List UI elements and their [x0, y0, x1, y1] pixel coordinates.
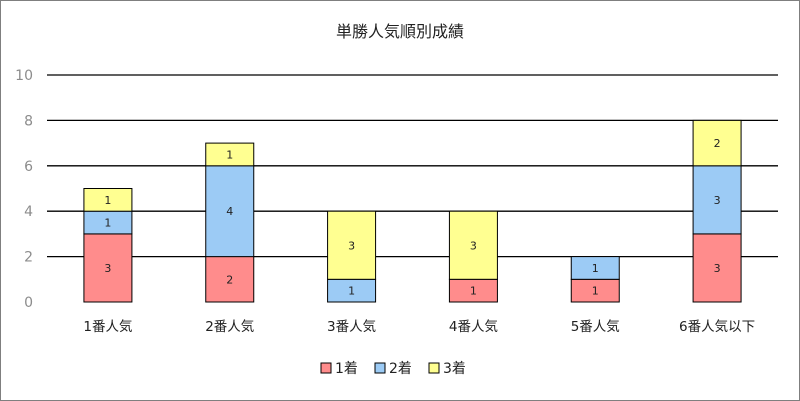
data-label: 1	[104, 217, 111, 230]
data-label: 1	[592, 285, 599, 298]
bar-segment	[327, 210, 377, 280]
gridlines	[47, 74, 778, 258]
bar-segment	[205, 142, 255, 167]
legend-swatch	[374, 362, 386, 374]
bar-segment	[83, 188, 133, 212]
data-label: 1	[226, 148, 233, 161]
x-tick-label: 3番人気	[327, 319, 376, 335]
data-label: 1	[470, 285, 477, 298]
bar-segment	[570, 256, 620, 280]
legend-label: 2着	[389, 361, 412, 377]
legend-label: 3着	[443, 361, 466, 377]
y-tick-label: 8	[24, 113, 33, 129]
x-tick-label: 2番人気	[205, 319, 254, 335]
bar-segment	[448, 210, 498, 280]
data-label: 3	[714, 262, 721, 275]
x-tick-label: 5番人気	[571, 319, 620, 335]
data-label: 3	[348, 239, 355, 252]
y-tick-label: 6	[24, 159, 33, 175]
data-label: 3	[104, 262, 111, 275]
bar-segment	[692, 119, 742, 167]
bar-segment	[205, 165, 255, 258]
bar-segment	[83, 233, 133, 303]
data-label: 1	[592, 262, 599, 275]
legend-label: 1着	[335, 361, 358, 377]
x-tick-label: 6番人気以下	[679, 319, 755, 335]
bar-segment	[692, 233, 742, 303]
legend-swatch	[320, 362, 332, 374]
y-axis: 0 2 4 6 8 10	[15, 68, 33, 311]
y-tick-label: 2	[24, 250, 33, 266]
legend-swatch	[428, 362, 440, 374]
bar-segment	[692, 165, 742, 235]
chart-title: 単勝人気順別成績	[336, 22, 464, 41]
y-tick-label: 10	[15, 68, 33, 84]
data-label: 2	[226, 273, 233, 286]
bars: 3 1 1 2 4 1 1 3 1 3 1 1 3 3 2	[83, 119, 742, 303]
data-label: 2	[714, 137, 721, 150]
legend: 1着 2着 3着	[320, 361, 466, 377]
data-label: 3	[470, 239, 477, 252]
x-tick-label: 4番人気	[449, 319, 498, 335]
data-label: 1	[348, 285, 355, 298]
y-tick-label: 4	[24, 204, 33, 220]
x-tick-label: 1番人気	[83, 319, 132, 335]
data-label: 3	[714, 194, 721, 207]
data-label: 4	[226, 205, 233, 218]
data-label: 1	[104, 194, 111, 207]
y-tick-label: 0	[24, 295, 33, 311]
x-axis: 1番人気 2番人気 3番人気 4番人気 5番人気 6番人気以下	[83, 319, 755, 335]
